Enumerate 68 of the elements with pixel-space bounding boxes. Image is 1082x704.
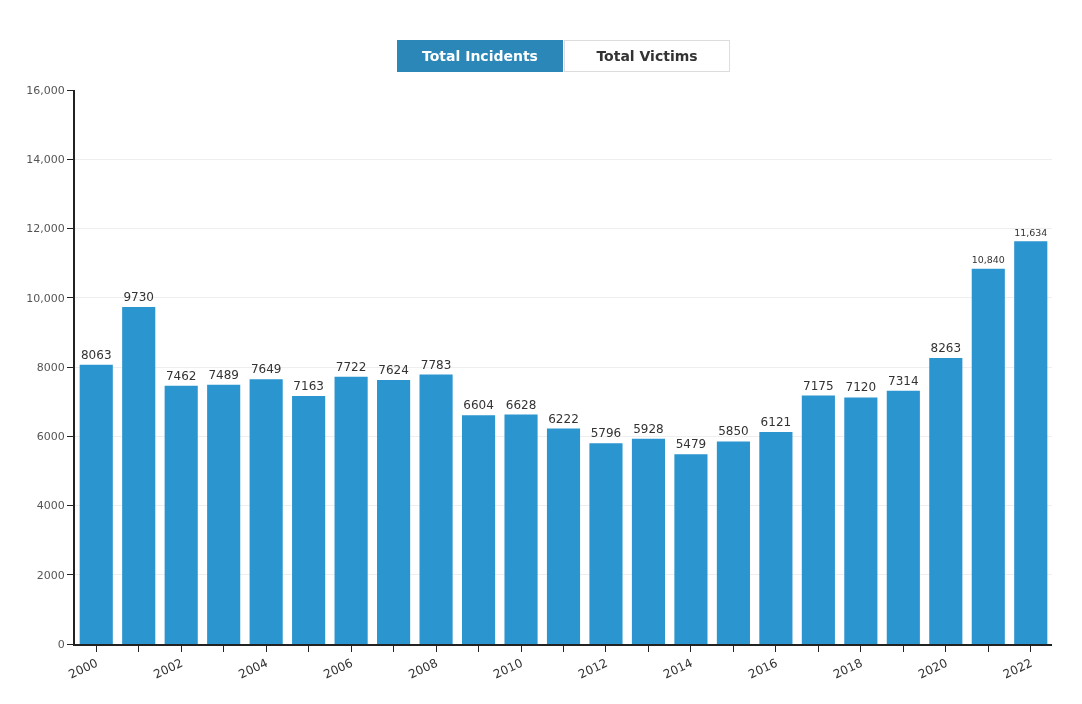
data-label: 7120 [845, 380, 877, 395]
bar [461, 415, 496, 644]
x-tick-label: 2020 [916, 655, 950, 682]
x-tick-label: 2004 [236, 655, 270, 682]
data-label: 7783 [420, 357, 452, 372]
y-tick-label: 16,000 [26, 83, 65, 97]
data-label: 7462 [165, 368, 197, 383]
x-tick-label: 2018 [831, 655, 865, 682]
data-label: 5479 [675, 437, 707, 452]
bar [716, 441, 750, 644]
data-label: 6121 [760, 415, 792, 430]
data-label: 5796 [590, 426, 622, 441]
bar [886, 390, 920, 644]
data-label: 5928 [633, 421, 664, 436]
bar [674, 454, 708, 644]
data-label: 7314 [888, 373, 919, 388]
bar [292, 395, 326, 644]
data-label: 6628 [505, 397, 537, 412]
data-label: 10,840 [971, 254, 1005, 266]
y-tick-label: 0 [57, 637, 65, 651]
data-label: 7175 [803, 378, 834, 393]
bar [759, 432, 793, 644]
bar [631, 438, 666, 644]
bar [929, 357, 963, 644]
data-label: 8063 [80, 347, 112, 362]
y-tick-label: 10,000 [26, 291, 65, 305]
bar [164, 385, 198, 644]
bar [971, 268, 1005, 644]
data-label: 9730 [123, 290, 154, 305]
bar [377, 380, 411, 644]
data-label: 6222 [548, 411, 579, 426]
bar [249, 379, 283, 644]
x-tick-label: 2014 [661, 655, 695, 682]
bar [122, 307, 156, 644]
bar [844, 397, 878, 644]
data-label: 7722 [335, 359, 367, 374]
data-label: 11,634 [1014, 226, 1048, 238]
data-label: 7163 [293, 378, 324, 393]
data-label: 8263 [930, 340, 962, 355]
text: Total Victims [596, 48, 698, 64]
text: Total Incidents [422, 48, 538, 64]
x-tick-label: 2022 [1000, 655, 1035, 682]
bar [79, 364, 113, 644]
y-tick-label: 6000 [36, 430, 65, 444]
data-label: 7649 [250, 362, 282, 377]
y-tick-label: 12,000 [26, 222, 65, 236]
bar [334, 376, 368, 644]
data-label: 7489 [208, 367, 239, 382]
x-tick-label: 2012 [576, 655, 610, 682]
bar [589, 443, 623, 644]
x-tick-label: 2002 [151, 655, 185, 682]
y-tick-label: 4000 [36, 499, 65, 513]
y-tick-label: 8000 [36, 360, 65, 374]
data-label: 5850 [718, 424, 749, 439]
data-label: 7624 [378, 363, 409, 378]
y-tick-label: 14,000 [26, 153, 65, 167]
bar [419, 374, 453, 644]
y-tick-label: 2000 [36, 568, 65, 582]
bar [504, 414, 538, 644]
x-tick-label: 2000 [66, 655, 101, 682]
x-tick-label: 2010 [491, 655, 525, 682]
bar [801, 395, 835, 644]
data-label: 6604 [463, 398, 494, 413]
bar [207, 384, 241, 644]
bar [1014, 241, 1048, 644]
x-tick-label: 2008 [406, 655, 440, 682]
x-tick-label: 2006 [321, 655, 355, 682]
bar [546, 428, 581, 644]
